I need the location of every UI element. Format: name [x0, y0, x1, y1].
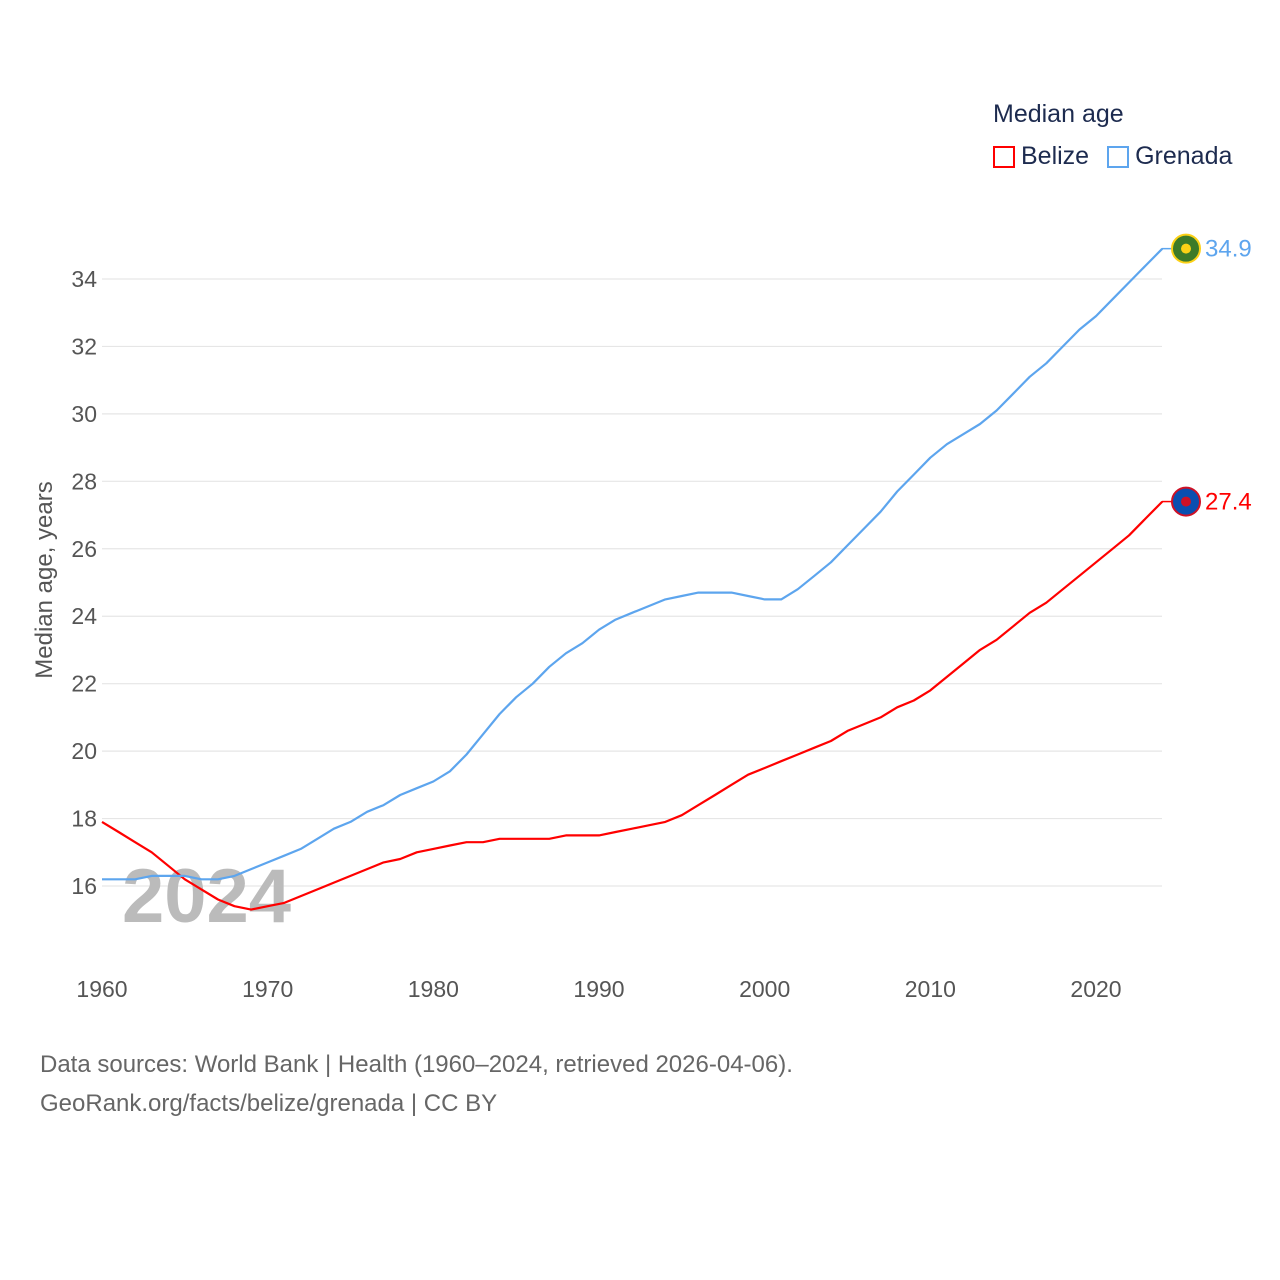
y-tick-label: 16	[71, 873, 97, 899]
y-tick-label: 30	[71, 401, 97, 427]
x-tick-label: 1970	[242, 976, 293, 1002]
year-watermark: 2024	[122, 854, 291, 939]
series-line-belize	[101, 500, 1164, 911]
x-tick-label: 2020	[1070, 976, 1121, 1002]
y-tick-label: 26	[71, 536, 97, 562]
legend-swatch-belize	[993, 145, 1015, 168]
end-value-label: 34.9	[1205, 236, 1252, 263]
legend-item-grenada[interactable]: Grenada	[1107, 142, 1232, 171]
source-note: Data sources: World Bank | Health (1960–…	[40, 1045, 793, 1123]
y-axis-label: Median age, years	[31, 481, 58, 678]
x-tick-label: 1980	[408, 976, 459, 1002]
end-labels: 27.4 34.9	[1162, 233, 1252, 517]
y-tick-label: 20	[71, 738, 97, 764]
legend-label: Belize	[1021, 142, 1090, 170]
gridlines	[102, 278, 1162, 887]
source-link[interactable]: GeoRank.org/facts/belize/grenada | CC BY	[40, 1090, 498, 1117]
legend-item-belize[interactable]: Belize	[993, 142, 1089, 171]
legend: Belize Grenada	[993, 142, 1232, 171]
x-axis-ticks: 1960 1970 1980 1990 2000 2010 2020	[76, 976, 1121, 1002]
y-tick-label: 22	[71, 671, 97, 697]
end-value-label: 27.4	[1205, 489, 1252, 516]
y-tick-label: 28	[71, 468, 97, 494]
legend-title: Median age	[993, 100, 1124, 128]
x-tick-label: 2000	[739, 976, 790, 1002]
source-line: Data sources: World Bank | Health (1960–…	[40, 1051, 793, 1078]
y-tick-label: 24	[71, 603, 97, 629]
y-tick-label: 34	[71, 266, 97, 292]
y-axis-ticks: 16 18 20 22 24 26 28 30 32 34	[71, 266, 97, 899]
legend-swatch-grenada	[1107, 145, 1130, 168]
flag-emblem	[1181, 496, 1191, 507]
y-tick-label: 32	[71, 333, 97, 359]
series-lines	[101, 247, 1164, 911]
x-tick-label: 1960	[76, 976, 127, 1002]
x-tick-label: 1990	[573, 976, 624, 1002]
legend-label: Grenada	[1135, 142, 1233, 170]
flag-emblem	[1181, 243, 1191, 254]
y-tick-label: 18	[71, 806, 97, 832]
x-tick-label: 2010	[905, 976, 956, 1002]
series-line-grenada	[102, 247, 1164, 881]
